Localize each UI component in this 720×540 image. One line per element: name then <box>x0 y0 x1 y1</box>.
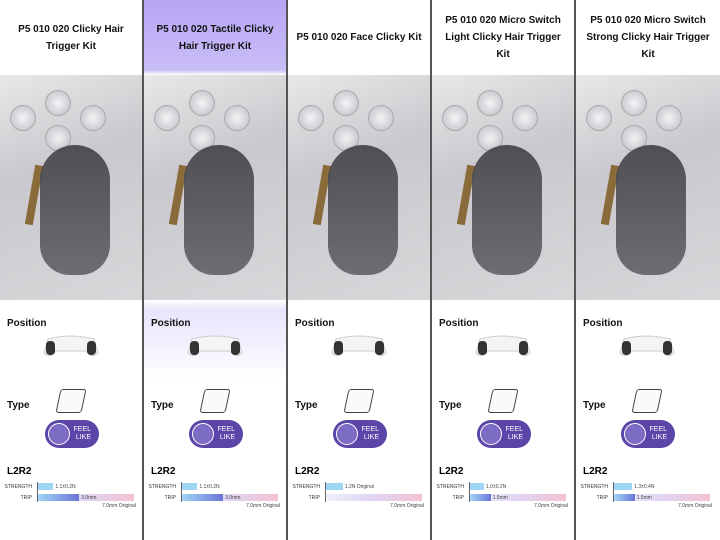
product-photo <box>576 75 720 300</box>
position-label: Position <box>295 318 335 329</box>
type-label: Type <box>295 400 318 411</box>
strength-bar <box>38 483 54 490</box>
strength-value: 1.1±0.2N <box>55 484 76 490</box>
feel-like-badge: FEEL LIKE <box>621 420 675 448</box>
product-photo <box>144 75 286 300</box>
hand-press-icon <box>480 423 502 445</box>
trip-label: TRIP <box>308 495 320 501</box>
product-column: P5 010 020 Face Clicky Kit Position Type… <box>288 0 432 540</box>
feel-like-badge: FEEL LIKE <box>333 420 387 448</box>
hand-press-icon <box>336 423 358 445</box>
switch-type-icon <box>343 389 375 413</box>
original-trip-note: 7.0mm Original <box>534 503 568 509</box>
type-label: Type <box>151 400 174 411</box>
product-column: P5 010 020 Micro Switch Light Clicky Hai… <box>432 0 576 540</box>
strength-value: 1.1±0.2N <box>199 484 220 490</box>
original-trip-note: 7.0mm Original <box>246 503 280 509</box>
product-column: P5 010 020 Clicky Hair Trigger Kit Posit… <box>0 0 144 540</box>
l2r2-heading: L2R2 <box>295 466 320 477</box>
trip-label: TRIP <box>164 495 176 501</box>
product-title: P5 010 020 Clicky Hair Trigger Kit <box>18 23 124 52</box>
type-label: Type <box>583 400 606 411</box>
position-label: Position <box>439 318 479 329</box>
trip-bar <box>38 494 134 501</box>
type-label: Type <box>439 400 462 411</box>
strength-value: 1.2N Original <box>344 484 374 490</box>
feel-like-badge: FEEL LIKE <box>477 420 531 448</box>
l2r2-heading: L2R2 <box>7 466 32 477</box>
strength-bar <box>614 483 633 490</box>
product-title: P5 010 020 Micro Switch Strong Clicky Ha… <box>586 15 710 60</box>
feel-like-badge: FEEL LIKE <box>189 420 243 448</box>
trip-value: 1.5mm <box>492 495 508 501</box>
trip-bar <box>182 494 278 501</box>
trip-fill <box>182 494 224 501</box>
trip-fill <box>614 494 635 501</box>
l2r2-heading: L2R2 <box>151 466 176 477</box>
original-trip-note: 7.0mm Original <box>390 503 424 509</box>
trip-value: 3.0mm <box>81 495 97 501</box>
trip-value: 1.5mm <box>636 495 652 501</box>
strength-label: STRENGTH <box>436 484 465 490</box>
hand-press-icon <box>192 423 214 445</box>
controller-position-icon <box>43 335 99 357</box>
product-column: P5 010 020 Micro Switch Strong Clicky Ha… <box>576 0 720 540</box>
strength-bar <box>326 483 343 490</box>
trip-fill <box>38 494 80 501</box>
switch-type-icon <box>487 389 519 413</box>
trip-bar <box>470 494 566 501</box>
strength-label: STRENGTH <box>4 484 33 490</box>
switch-type-icon <box>199 389 231 413</box>
switch-type-icon <box>631 389 663 413</box>
product-title: P5 010 020 Tactile Clicky Hair Trigger K… <box>156 23 274 52</box>
trip-bar <box>326 494 422 501</box>
position-label: Position <box>151 318 191 329</box>
product-title: P5 010 020 Micro Switch Light Clicky Hai… <box>445 15 561 60</box>
position-label: Position <box>7 318 47 329</box>
product-photo <box>288 75 430 300</box>
product-photo <box>0 75 142 300</box>
original-trip-note: 7.0mm Original <box>102 503 136 509</box>
strength-bar <box>182 483 198 490</box>
strength-value: 1.3±0.4N <box>634 484 655 490</box>
strength-bar <box>470 483 484 490</box>
trip-label: TRIP <box>452 495 464 501</box>
l2r2-heading: L2R2 <box>583 466 608 477</box>
strength-label: STRENGTH <box>580 484 609 490</box>
hand-press-icon <box>48 423 70 445</box>
position-label: Position <box>583 318 623 329</box>
strength-label: STRENGTH <box>292 484 321 490</box>
controller-position-icon <box>331 335 387 357</box>
product-title: P5 010 020 Face Clicky Kit <box>296 32 422 43</box>
controller-position-icon <box>187 335 243 357</box>
trip-fill <box>470 494 491 501</box>
strength-label: STRENGTH <box>148 484 177 490</box>
trip-label: TRIP <box>596 495 608 501</box>
strength-value: 1.0±0.2N <box>486 484 507 490</box>
original-trip-note: 7.0mm Original <box>678 503 712 509</box>
product-photo <box>432 75 574 300</box>
trip-value: 3.0mm <box>225 495 241 501</box>
controller-position-icon <box>475 335 531 357</box>
feel-like-badge: FEEL LIKE <box>45 420 99 448</box>
type-label: Type <box>7 400 30 411</box>
trip-label: TRIP <box>20 495 32 501</box>
trip-bar <box>614 494 710 501</box>
controller-position-icon <box>619 335 675 357</box>
l2r2-heading: L2R2 <box>439 466 464 477</box>
switch-type-icon <box>55 389 87 413</box>
product-column: P5 010 020 Tactile Clicky Hair Trigger K… <box>144 0 288 540</box>
hand-press-icon <box>624 423 646 445</box>
